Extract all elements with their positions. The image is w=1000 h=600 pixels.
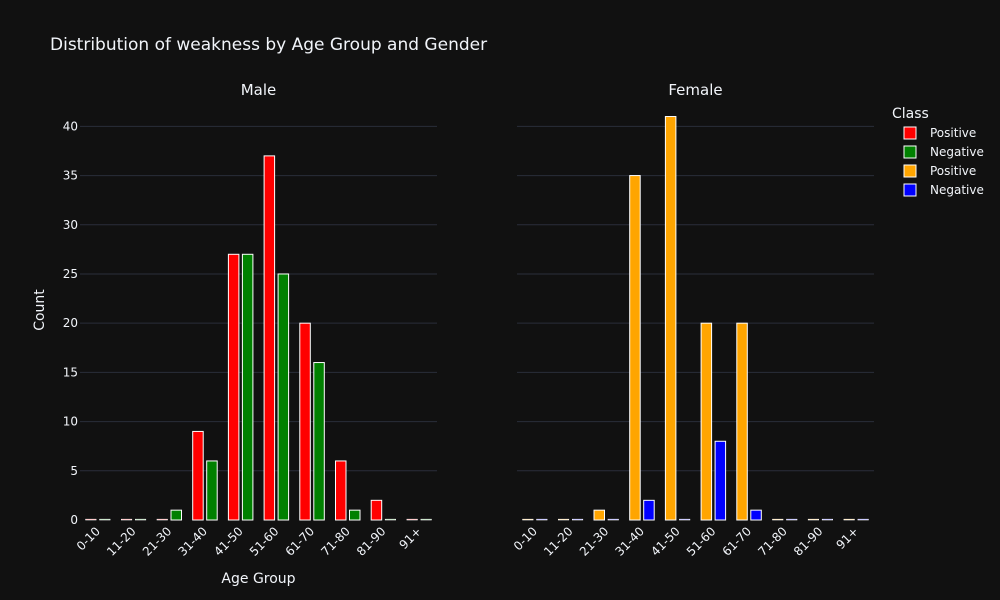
- bar-female-negative-71-80[interactable]: [786, 518, 798, 521]
- x-tick-label: 81-90: [354, 524, 389, 559]
- x-tick-label: 91+: [396, 524, 424, 552]
- x-tick-label: 81-90: [791, 524, 826, 559]
- bar-female-negative-81-90[interactable]: [821, 518, 834, 521]
- y-tick-label: 20: [63, 316, 78, 330]
- x-tick-label: 51-60: [247, 524, 282, 559]
- x-tick-label: 11-20: [541, 524, 576, 559]
- bar-male-positive-41-50[interactable]: [227, 253, 240, 521]
- bar-female-positive-41-50[interactable]: [664, 116, 677, 521]
- bar-female-positive-11-20[interactable]: [557, 518, 570, 521]
- chart-title: Distribution of weakness by Age Group an…: [50, 35, 487, 55]
- bar-female-negative-31-40[interactable]: [643, 499, 655, 521]
- y-axis-label: Count: [32, 289, 48, 331]
- x-tick-label: 71-80: [318, 524, 353, 559]
- bar-male-negative-41-50[interactable]: [241, 253, 254, 521]
- x-tick-label: 0-10: [74, 524, 103, 553]
- bar-male-negative-51-60[interactable]: [277, 273, 290, 521]
- x-tick-label: 71-80: [755, 524, 790, 559]
- x-tick-label: 11-20: [104, 524, 139, 559]
- x-tick-label: 31-40: [613, 524, 648, 559]
- bar-female-negative-11-20[interactable]: [571, 518, 584, 521]
- legend-title: Class: [892, 106, 929, 122]
- bar-male-positive-11-20[interactable]: [121, 518, 133, 521]
- bar-female-positive-61-70[interactable]: [736, 322, 748, 521]
- grid-layer: [80, 125, 874, 472]
- x-tick-label: 21-30: [577, 524, 612, 559]
- legend-swatch[interactable]: [903, 164, 917, 178]
- x-tick-label: 91+: [833, 524, 861, 552]
- bar-male-negative-61-70[interactable]: [313, 362, 325, 521]
- legend-swatch[interactable]: [903, 126, 917, 140]
- x-axis-label: Age Group: [221, 571, 295, 587]
- bar-female-negative-21-30[interactable]: [607, 518, 619, 521]
- bar-male-negative-71-80[interactable]: [349, 509, 361, 521]
- x-tick-label: 0-10: [511, 524, 540, 553]
- bar-male-positive-61-70[interactable]: [299, 322, 311, 521]
- y-tick-label: 30: [63, 218, 78, 232]
- x-tick-label: 61-70: [283, 524, 318, 559]
- bar-male-positive-21-30[interactable]: [156, 518, 168, 521]
- x-tick-label: 21-30: [140, 524, 175, 559]
- bar-female-negative-41-50[interactable]: [679, 518, 691, 521]
- bar-male-negative-21-30[interactable]: [170, 509, 182, 521]
- bar-male-negative-91+[interactable]: [420, 518, 432, 521]
- bar-female-positive-81-90[interactable]: [807, 518, 820, 521]
- y-tick-label: 15: [63, 365, 78, 379]
- bar-female-positive-21-30[interactable]: [593, 509, 605, 521]
- legend-label[interactable]: Negative: [930, 145, 984, 159]
- bars-layer: [85, 116, 869, 521]
- y-tick-label: 40: [63, 119, 78, 133]
- legend-swatch[interactable]: [903, 145, 917, 159]
- x-tick-label: 41-50: [211, 524, 246, 559]
- bar-female-negative-0-10[interactable]: [536, 518, 548, 521]
- bar-male-positive-0-10[interactable]: [85, 518, 97, 521]
- y-tick-label: 25: [63, 267, 78, 281]
- bar-male-positive-91+[interactable]: [406, 518, 418, 521]
- bar-male-positive-71-80[interactable]: [335, 460, 347, 521]
- x-tick-label: 51-60: [684, 524, 719, 559]
- bar-female-positive-91+[interactable]: [843, 518, 855, 521]
- y-tick-label: 10: [63, 415, 78, 429]
- bar-male-positive-51-60[interactable]: [263, 155, 276, 521]
- x-tick-label: 61-70: [720, 524, 755, 559]
- y-tick-label: 0: [70, 513, 78, 527]
- y-tick-label: 35: [63, 169, 78, 183]
- bar-male-negative-0-10[interactable]: [99, 518, 111, 521]
- legend-label[interactable]: Negative: [930, 183, 984, 197]
- bar-male-negative-31-40[interactable]: [206, 460, 218, 521]
- legend-label[interactable]: Positive: [930, 126, 976, 140]
- bar-female-positive-71-80[interactable]: [772, 518, 784, 521]
- bar-male-positive-31-40[interactable]: [192, 430, 204, 521]
- bar-female-negative-61-70[interactable]: [750, 509, 762, 521]
- bar-male-negative-11-20[interactable]: [135, 518, 147, 521]
- bar-female-positive-31-40[interactable]: [629, 175, 641, 521]
- panel-title-female: Female: [668, 81, 722, 99]
- bar-male-negative-81-90[interactable]: [384, 518, 397, 521]
- bar-female-negative-51-60[interactable]: [714, 440, 727, 521]
- bar-male-positive-81-90[interactable]: [370, 499, 383, 521]
- bar-female-negative-91+[interactable]: [857, 518, 869, 521]
- panel-title-male: Male: [241, 81, 277, 99]
- x-tick-label: 41-50: [648, 524, 683, 559]
- bar-female-positive-0-10[interactable]: [522, 518, 534, 521]
- legend-label[interactable]: Positive: [930, 164, 976, 178]
- bar-female-positive-51-60[interactable]: [700, 322, 713, 521]
- x-tick-label: 31-40: [176, 524, 211, 559]
- legend-swatch[interactable]: [903, 183, 917, 197]
- y-tick-label: 5: [70, 464, 78, 478]
- legend[interactable]: Class Positive Negative Positive Negative: [892, 106, 984, 197]
